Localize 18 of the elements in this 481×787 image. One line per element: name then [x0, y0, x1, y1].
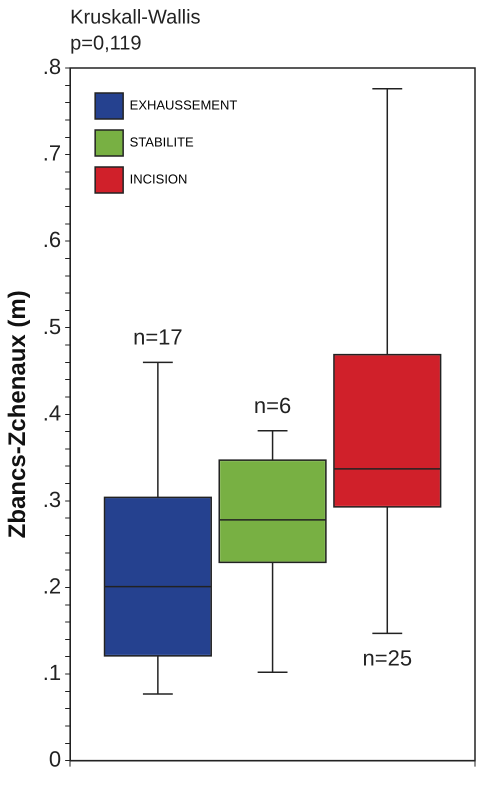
annotation: n=17 [133, 324, 183, 350]
y-tick-label: 0 [48, 746, 62, 772]
y-tick-label: .5 [42, 314, 62, 339]
legend-label: STABILITE [130, 134, 194, 150]
y-axis-title: Zbancs-Zchenaux (m) [4, 290, 32, 538]
y-tick-label: .7 [42, 140, 62, 166]
legend-label: EXHAUSSEMENT [130, 98, 238, 113]
y-tick-label: .8 [42, 54, 62, 80]
chart-subtitle: p=0,119 [70, 32, 142, 55]
y-tick-label: .1 [42, 660, 62, 686]
y-tick-label: .3 [42, 486, 62, 512]
annotation: n=6 [254, 392, 292, 418]
annotation: n=25 [362, 645, 412, 670]
y-tick-label: .4 [42, 400, 62, 426]
y-tick-label: .2 [42, 574, 62, 599]
y-tick-label: .6 [42, 227, 62, 252]
chart-title: Kruskall-Wallis [70, 6, 201, 29]
legend-label: INCISION [130, 172, 188, 187]
